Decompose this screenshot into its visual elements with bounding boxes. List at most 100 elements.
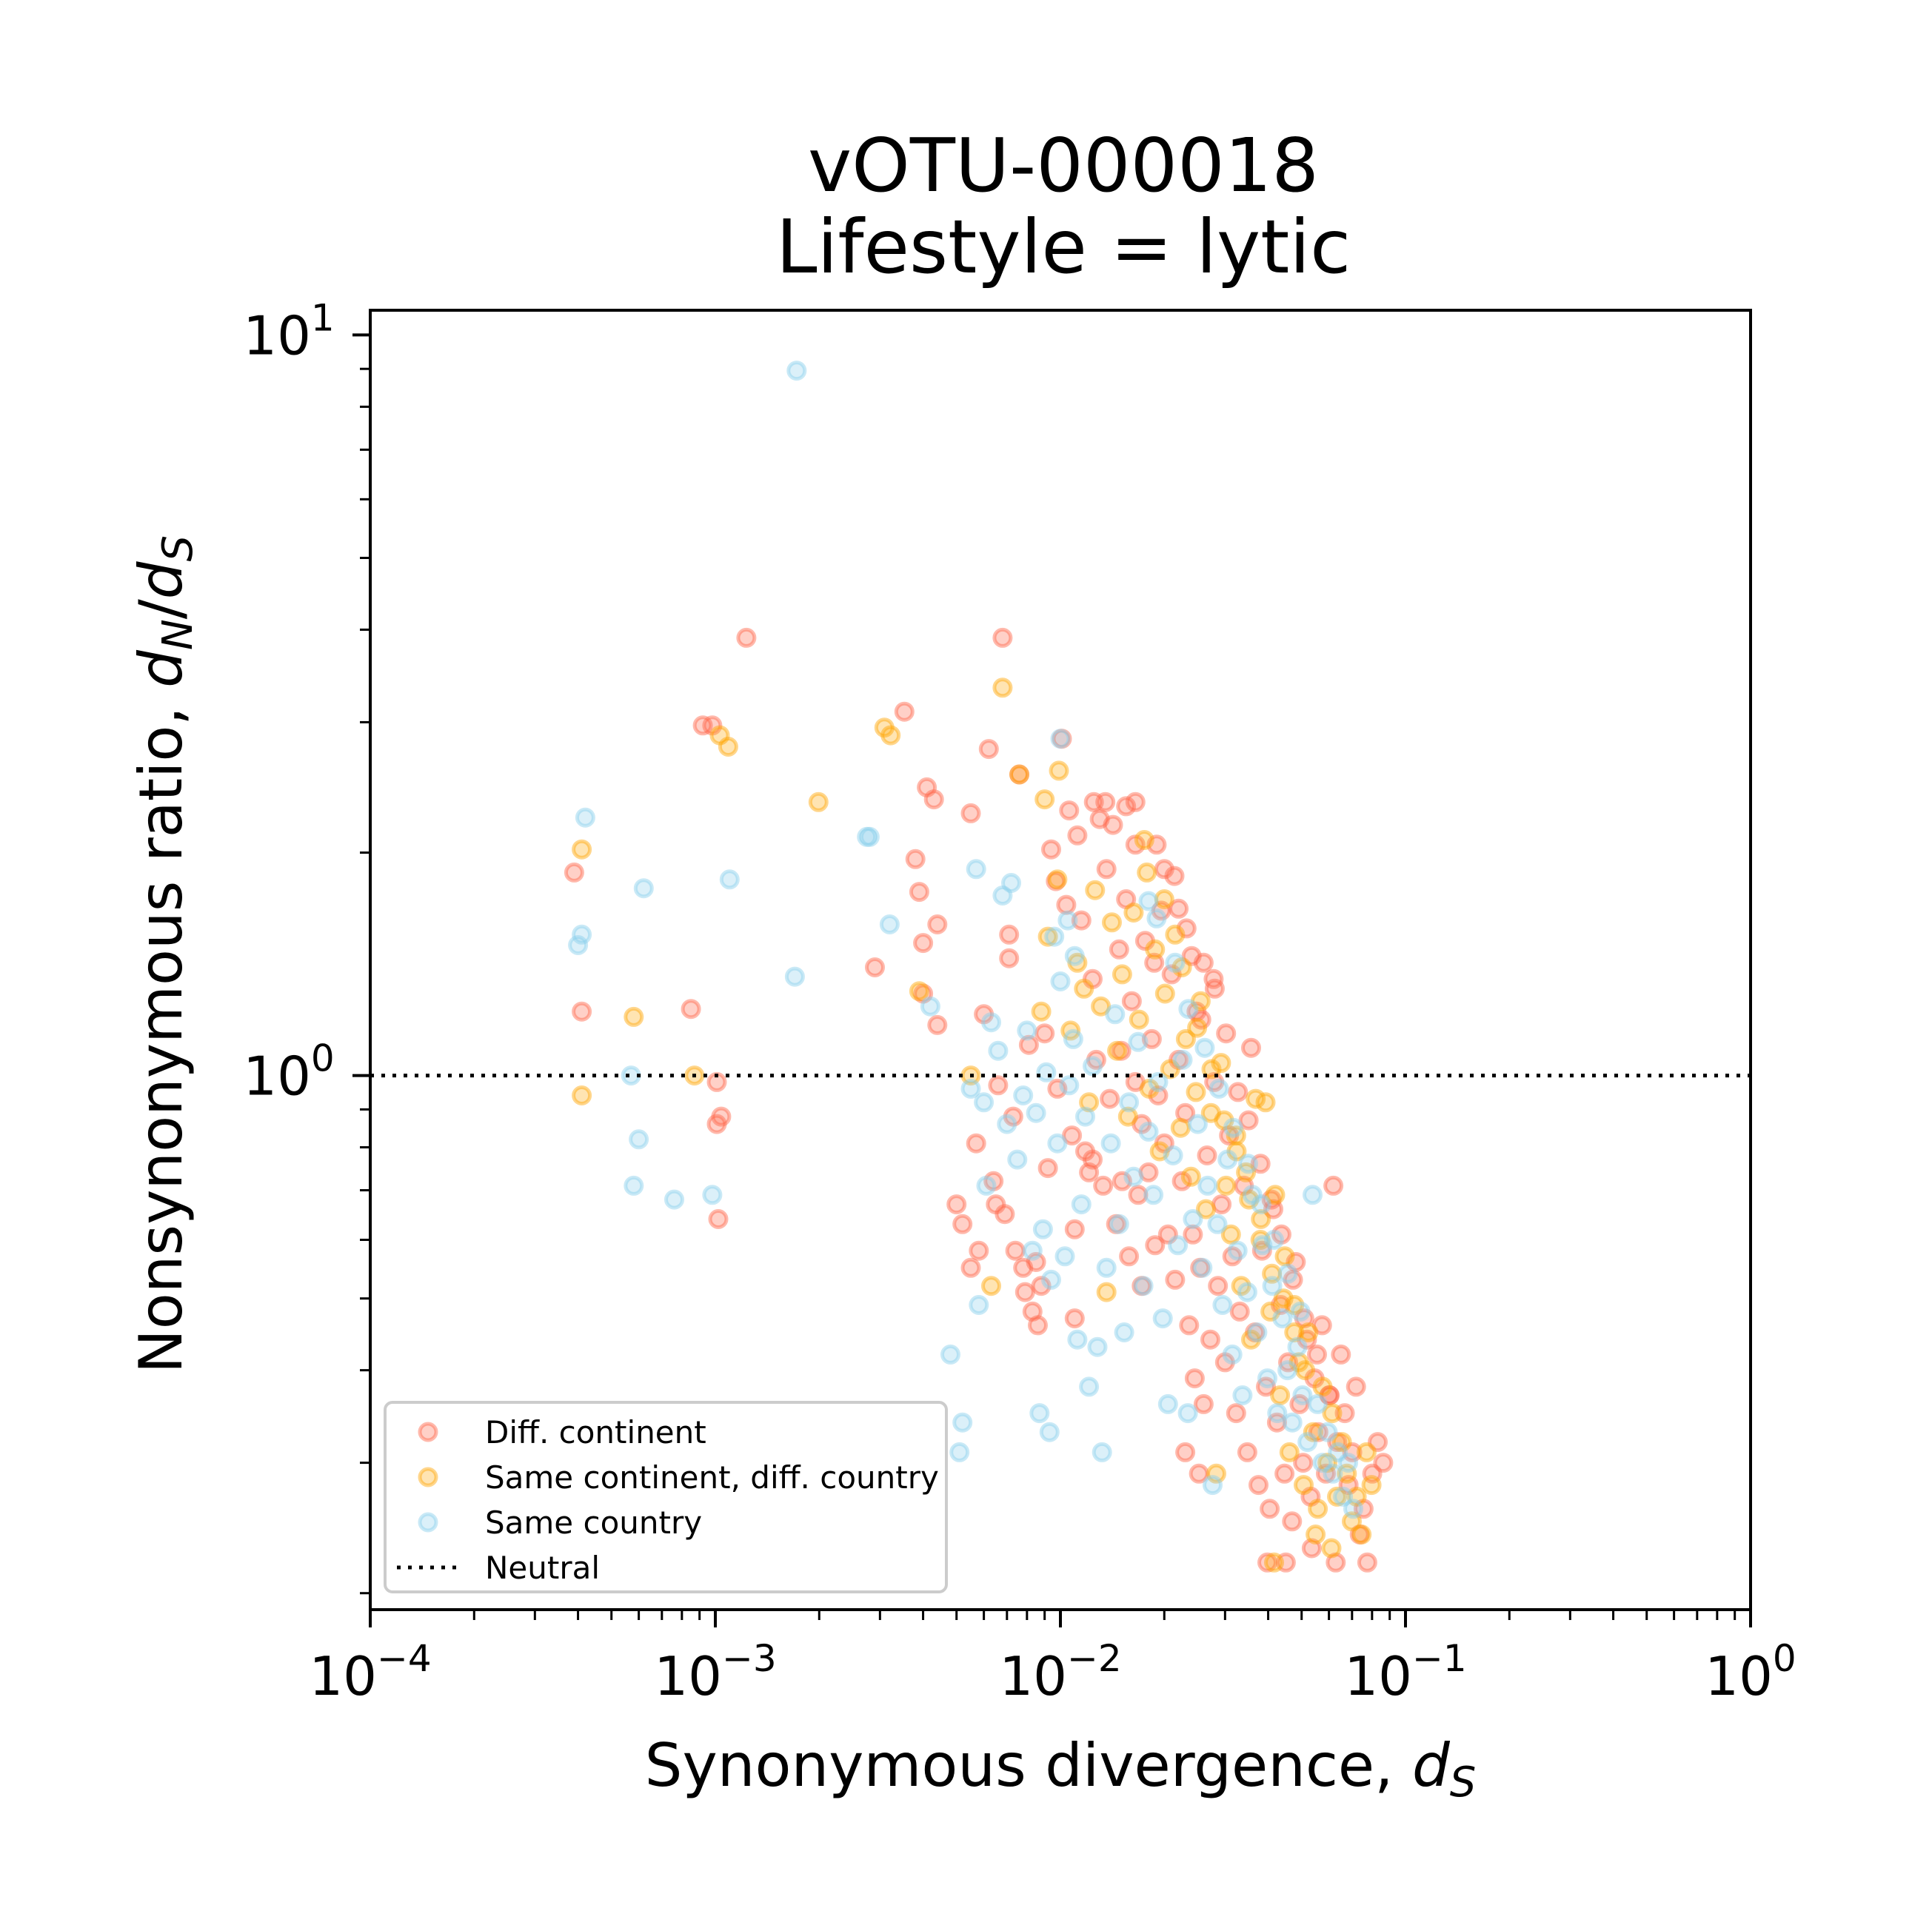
data-point [1260, 1499, 1280, 1519]
data-point [1067, 825, 1088, 846]
data-point [1236, 1162, 1257, 1182]
data-point [1089, 809, 1110, 829]
data-point [1083, 792, 1104, 812]
data-point [1083, 968, 1103, 989]
data-point [1204, 1071, 1225, 1092]
data-point [1200, 1329, 1220, 1350]
legend-item: Same continent, diff. country [418, 1459, 939, 1496]
data-point [1015, 1282, 1035, 1302]
data-point [1067, 952, 1088, 973]
x-tick-base: 10 [1344, 1645, 1412, 1707]
data-point [1327, 1432, 1348, 1453]
legend-marker [418, 1512, 438, 1533]
data-point [1207, 1214, 1228, 1234]
data-point [1047, 1133, 1068, 1154]
data-point [1194, 1037, 1215, 1058]
data-point [1300, 1486, 1321, 1507]
data-point [1237, 1442, 1257, 1462]
data-point [1192, 1257, 1213, 1278]
data-point [1261, 1189, 1282, 1210]
data-point [1331, 1432, 1352, 1453]
data-point [997, 1114, 1017, 1134]
data-point [894, 701, 915, 722]
data-point [1026, 1252, 1046, 1272]
data-point [1096, 859, 1117, 880]
data-point [1342, 1442, 1363, 1462]
data-point [1102, 912, 1122, 933]
data-point [1125, 834, 1146, 855]
data-point [960, 1078, 981, 1099]
data-point [1284, 1322, 1305, 1342]
data-point [1263, 1199, 1283, 1219]
data-point [999, 924, 1020, 945]
data-point [1075, 1141, 1095, 1162]
data-point [1022, 1301, 1043, 1322]
data-point [1031, 1276, 1052, 1296]
data-point [1209, 1078, 1229, 1099]
data-point [1307, 1344, 1327, 1365]
data-point [1049, 760, 1069, 781]
data-point [1183, 1224, 1203, 1245]
data-point [706, 1114, 727, 1134]
data-point [1317, 1422, 1338, 1442]
data-point [1183, 1209, 1203, 1229]
data-point [1096, 1282, 1117, 1302]
y-axis-label-math-s: d [127, 560, 195, 599]
data-point [1175, 1028, 1196, 1049]
data-point [1247, 1322, 1268, 1342]
data-point [1074, 978, 1094, 999]
data-point [1009, 764, 1029, 785]
data-point [1128, 1031, 1149, 1052]
data-point [1029, 1403, 1050, 1424]
data-point [1060, 1020, 1081, 1041]
data-point [1093, 1175, 1114, 1196]
data-point [1286, 1252, 1306, 1272]
data-point [966, 1133, 986, 1154]
data-point [1144, 952, 1165, 973]
data-point [1062, 1125, 1083, 1146]
data-point [992, 886, 1013, 906]
data-point [1067, 1329, 1088, 1350]
data-point [1264, 1230, 1284, 1250]
data-point [692, 715, 713, 736]
x-tick-base: 10 [309, 1645, 377, 1707]
data-point [1368, 1432, 1388, 1453]
data-point [572, 924, 592, 945]
data-point [1154, 983, 1175, 1004]
data-point [1109, 1214, 1129, 1234]
data-point [1100, 1088, 1120, 1109]
data-point [1145, 1235, 1166, 1256]
data-point [1316, 1463, 1336, 1484]
x-tick-exp: 0 [1773, 1637, 1796, 1680]
data-point [1175, 1442, 1196, 1462]
data-point [1063, 1028, 1083, 1049]
data-point [1342, 1511, 1362, 1532]
data-point [1297, 1432, 1318, 1453]
x-tick-label: 10−2 [999, 1637, 1121, 1707]
data-point [1134, 830, 1154, 850]
y-tick-base: 10 [243, 304, 311, 367]
data-point [1275, 1552, 1296, 1573]
data-point [1251, 1194, 1271, 1215]
data-point [1186, 1001, 1207, 1022]
data-point [1171, 957, 1192, 977]
data-point [1288, 1352, 1309, 1373]
data-point [711, 1106, 732, 1127]
data-point [1239, 1189, 1260, 1210]
data-point [1050, 729, 1071, 749]
data-point [1146, 908, 1167, 928]
data-point [966, 859, 986, 880]
data-point [1333, 1486, 1354, 1507]
data-point [988, 1075, 1009, 1096]
data-point [927, 1014, 948, 1035]
data-point [1251, 1240, 1272, 1261]
data-point [1257, 1368, 1277, 1389]
data-point [1238, 1110, 1259, 1131]
data-point [1181, 946, 1202, 966]
data-point [1326, 1552, 1346, 1573]
data-point [1204, 978, 1225, 999]
data-point [1096, 1257, 1117, 1278]
series-1 [572, 677, 1382, 1573]
data-point [981, 1012, 1001, 1033]
